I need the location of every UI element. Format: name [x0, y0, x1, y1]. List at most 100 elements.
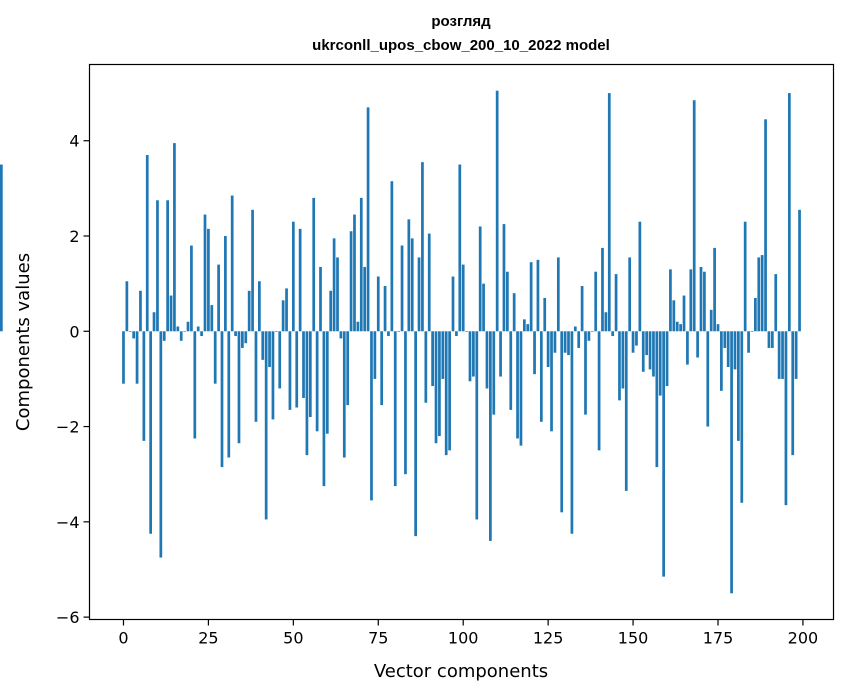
bar [353, 214, 356, 332]
bar [132, 331, 136, 339]
bar [410, 238, 414, 332]
bar [125, 281, 129, 332]
bar [733, 331, 737, 370]
bar [631, 331, 635, 353]
bar [764, 119, 767, 332]
bar [580, 286, 584, 332]
bar [767, 331, 771, 348]
bar [128, 331, 132, 332]
bar [319, 266, 322, 332]
bar [648, 331, 652, 370]
y-tick-label: −4 [56, 513, 80, 532]
bar [122, 331, 125, 384]
bar [312, 197, 316, 332]
bar [655, 331, 659, 468]
bar [448, 331, 451, 451]
bar [268, 331, 271, 368]
bar [628, 257, 632, 332]
bar [692, 100, 696, 332]
bar [366, 107, 370, 332]
x-tick-label: 150 [618, 629, 649, 648]
bar [159, 331, 163, 558]
bar [703, 271, 706, 332]
x-tick-label: 125 [533, 629, 564, 648]
bar [346, 331, 350, 406]
bar [135, 331, 139, 384]
bar [536, 259, 540, 332]
bar [791, 331, 795, 456]
bar [726, 331, 730, 368]
bar [624, 331, 628, 491]
bar [291, 221, 295, 332]
bar [0, 164, 3, 332]
y-axis-label: Components values [13, 253, 34, 431]
bar [546, 331, 550, 368]
bar [743, 221, 747, 332]
bar [421, 162, 424, 332]
bar [370, 331, 373, 501]
plot-frame [88, 63, 835, 621]
bar [499, 331, 502, 377]
x-tick-label: 200 [788, 629, 819, 648]
bar [220, 331, 224, 468]
bar [458, 164, 462, 332]
bar [434, 331, 438, 444]
bar [550, 331, 553, 432]
bar [349, 231, 353, 332]
bar [645, 331, 649, 356]
bar [539, 331, 543, 422]
bar [638, 221, 642, 332]
bar [577, 331, 581, 348]
y-tick-label: −2 [56, 418, 80, 437]
y-tick-label: 0 [69, 322, 79, 341]
bar [713, 247, 716, 332]
bar [179, 331, 183, 341]
bar [716, 324, 720, 332]
bar [723, 331, 727, 348]
bar [567, 331, 570, 356]
bar [607, 93, 611, 332]
bar [482, 283, 485, 332]
bar [261, 331, 265, 360]
x-tick-label: 0 [118, 629, 128, 648]
bar [720, 331, 723, 391]
bar [166, 200, 169, 332]
bar [217, 264, 220, 332]
bar [139, 290, 142, 332]
bar [169, 295, 173, 332]
bar [665, 331, 669, 387]
bar [390, 181, 394, 332]
bar [519, 331, 523, 446]
bar [543, 297, 547, 332]
bar [438, 331, 441, 437]
bar [747, 331, 750, 353]
bar [597, 331, 601, 451]
bar [200, 331, 203, 337]
bar [516, 331, 519, 439]
y-tick-label: 4 [69, 132, 79, 151]
bar [186, 321, 190, 332]
bar [737, 331, 740, 441]
x-tick-label: 50 [283, 629, 303, 648]
bar [190, 245, 193, 332]
bar [196, 326, 200, 332]
bar [393, 331, 397, 487]
bar [662, 331, 665, 577]
bar [156, 200, 159, 332]
bar [356, 321, 360, 332]
bar [522, 319, 526, 332]
bar [213, 331, 217, 384]
bar [380, 331, 384, 406]
bar [699, 266, 703, 332]
bar [533, 331, 536, 375]
bar [444, 331, 448, 456]
y-axis: −6 −4 −2 0 2 4 [56, 132, 90, 627]
bar [686, 331, 689, 365]
bar [376, 276, 380, 332]
bar [489, 331, 492, 541]
bar [329, 290, 333, 332]
bar [492, 331, 496, 415]
bar [387, 331, 390, 337]
bar [529, 262, 533, 332]
